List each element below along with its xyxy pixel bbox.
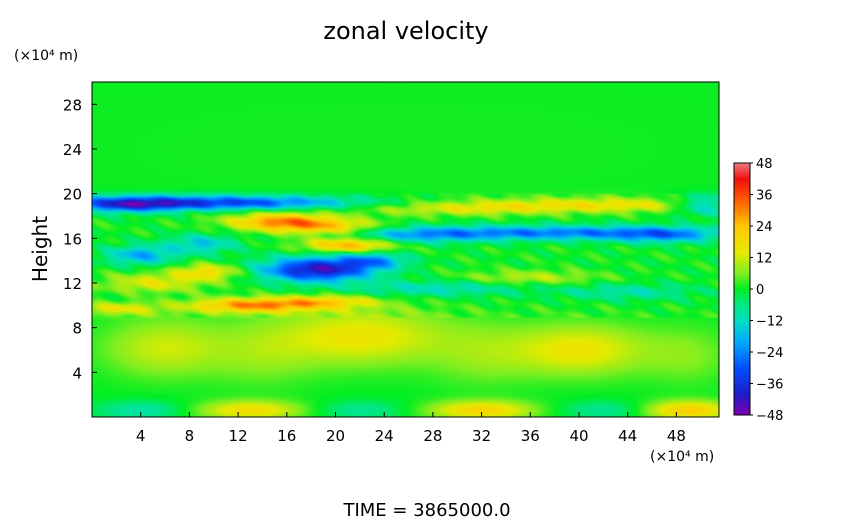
y-tick-label: 24 — [63, 141, 82, 159]
x-tick-label: 28 — [423, 427, 442, 445]
y-tick-label: 12 — [63, 275, 82, 293]
x-tick-label: 48 — [667, 427, 686, 445]
y-axis-unit: (×10⁴ m) — [14, 48, 78, 64]
colorbar-tick-label: −24 — [756, 346, 783, 361]
heatmap-image — [92, 82, 719, 417]
y-tick-label: 28 — [63, 96, 82, 114]
colorbar-ticks: 48 36 24 12 0 −12 −24 −36 −48 — [750, 157, 783, 424]
x-axis-unit: (×10⁴ m) — [650, 449, 714, 465]
colorbar-tick-label: −48 — [756, 409, 783, 424]
colorbar-tick-label: 24 — [756, 220, 773, 235]
x-tick-label: 36 — [521, 427, 540, 445]
colorbar — [733, 162, 751, 416]
chart-title: zonal velocity — [323, 17, 488, 45]
colorbar-tick-label: 12 — [756, 252, 773, 267]
y-tick-label: 4 — [72, 364, 82, 382]
x-tick-label: 40 — [569, 427, 588, 445]
x-tick-label: 32 — [472, 427, 491, 445]
heatmap-field — [92, 82, 719, 417]
colorbar-tick-label: 0 — [756, 283, 764, 298]
x-tick-label: 24 — [375, 427, 394, 445]
x-tick-label: 20 — [326, 427, 345, 445]
time-label: TIME = 3865000.0 — [342, 500, 510, 519]
y-tick-label: 8 — [72, 320, 82, 338]
x-tick-label: 4 — [136, 427, 146, 445]
y-tick-label: 16 — [63, 230, 82, 248]
y-tick-label: 20 — [63, 186, 82, 204]
plot-frame — [91, 81, 720, 418]
x-tick-label: 44 — [618, 427, 637, 445]
y-axis-label: Height — [28, 216, 52, 282]
x-tick-label: 16 — [277, 427, 296, 445]
x-tick-label: 12 — [229, 427, 248, 445]
colorbar-tick-label: −12 — [756, 315, 783, 330]
x-axis: 4 8 12 16 20 24 28 32 36 40 44 48 — [136, 412, 686, 445]
colorbar-tick-label: −36 — [756, 378, 783, 393]
colorbar-tick-label: 48 — [756, 157, 773, 172]
colorbar-tick-label: 36 — [756, 189, 773, 204]
y-axis: 4 8 12 16 20 24 28 — [63, 96, 97, 382]
x-tick-label: 8 — [185, 427, 195, 445]
